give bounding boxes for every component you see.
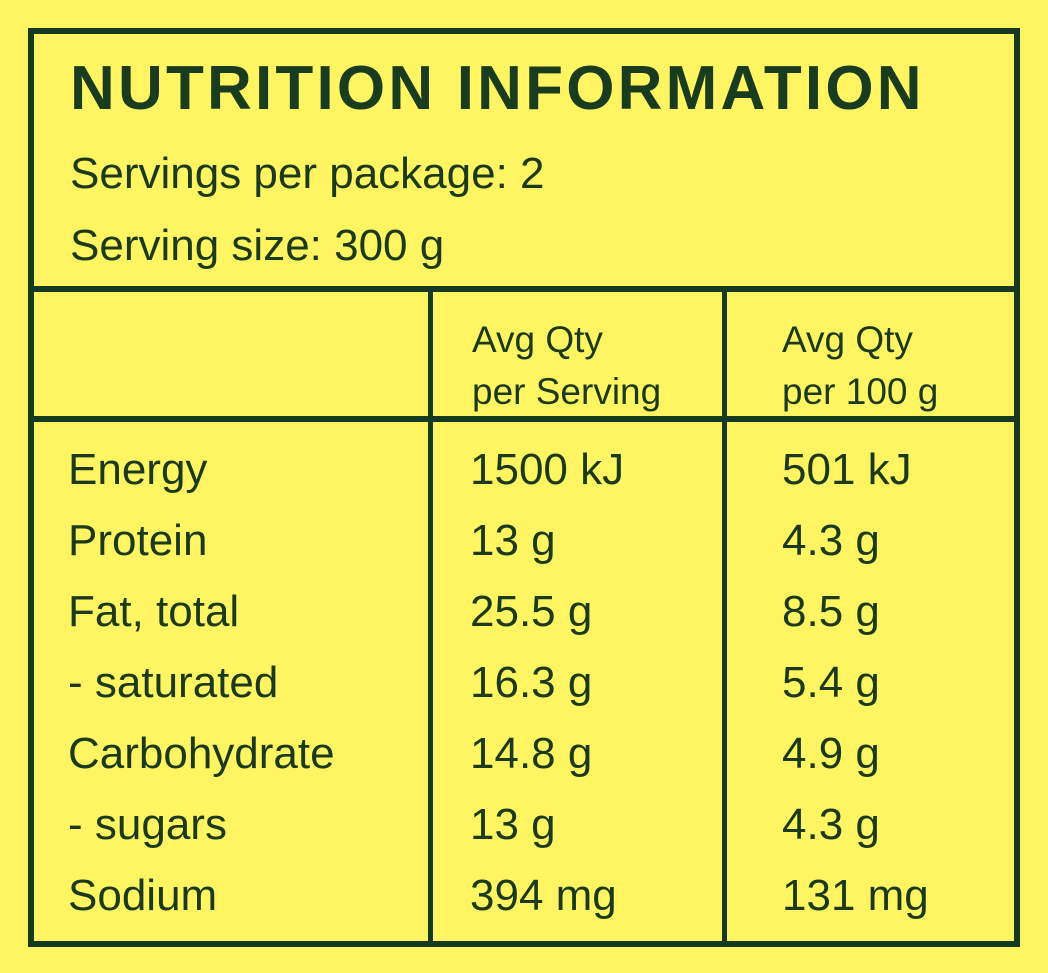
column-divider <box>428 292 433 947</box>
nutrient-name: Fat, total <box>68 587 240 636</box>
per-serving-value: 16.3 g <box>470 658 593 707</box>
nutrient-row-protein: Protein 13 g 4.3 g <box>34 515 1014 586</box>
nutrition-panel: NUTRITION INFORMATION Servings per packa… <box>28 28 1020 947</box>
nutrient-row-energy: Energy 1500 kJ 501 kJ <box>34 444 1014 515</box>
servings-per-package: Servings per package: 2 <box>70 149 545 198</box>
per-100g-value: 131 mg <box>782 871 929 920</box>
nutrient-name: - saturated <box>68 658 279 707</box>
nutrient-name: - sugars <box>68 800 227 849</box>
per-serving-value: 25.5 g <box>470 587 593 636</box>
nutrient-rows: Energy 1500 kJ 501 kJ Protein 13 g 4.3 g… <box>34 444 1014 941</box>
nutrient-row-saturated: - saturated 16.3 g 5.4 g <box>34 657 1014 728</box>
nutrient-row-carbohydrate: Carbohydrate 14.8 g 4.9 g <box>34 728 1014 799</box>
per-100g-value: 501 kJ <box>782 445 912 494</box>
label-header: NUTRITION INFORMATION Servings per packa… <box>34 34 1014 292</box>
per-100g-value: 4.3 g <box>782 800 880 849</box>
per-serving-value: 13 g <box>470 800 556 849</box>
nutrient-name: Carbohydrate <box>68 729 335 778</box>
per-100g-value: 4.3 g <box>782 516 880 565</box>
per-100g-value: 4.9 g <box>782 729 880 778</box>
per-serving-value: 14.8 g <box>470 729 593 778</box>
label-title: NUTRITION INFORMATION <box>70 54 925 123</box>
column-header-per-serving: Avg Qty per Serving <box>472 319 662 412</box>
per-serving-value: 13 g <box>470 516 556 565</box>
nutrient-row-sodium: Sodium 394 mg 131 mg <box>34 870 1014 941</box>
nutrient-row-fat-total: Fat, total 25.5 g 8.5 g <box>34 586 1014 657</box>
per-serving-value: 1500 kJ <box>470 445 625 494</box>
column-divider <box>722 292 727 947</box>
serving-size: Serving size: 300 g <box>70 221 445 270</box>
per-100g-value: 8.5 g <box>782 587 880 636</box>
per-serving-value: 394 mg <box>470 871 617 920</box>
column-header-per-100g: Avg Qty per 100 g <box>782 319 939 412</box>
nutrient-name: Protein <box>68 516 208 565</box>
nutrient-name: Sodium <box>68 871 218 920</box>
per-100g-value: 5.4 g <box>782 658 880 707</box>
column-header-rule <box>34 416 1014 422</box>
nutrient-row-sugars: - sugars 13 g 4.3 g <box>34 799 1014 870</box>
nutrient-name: Energy <box>68 445 208 494</box>
